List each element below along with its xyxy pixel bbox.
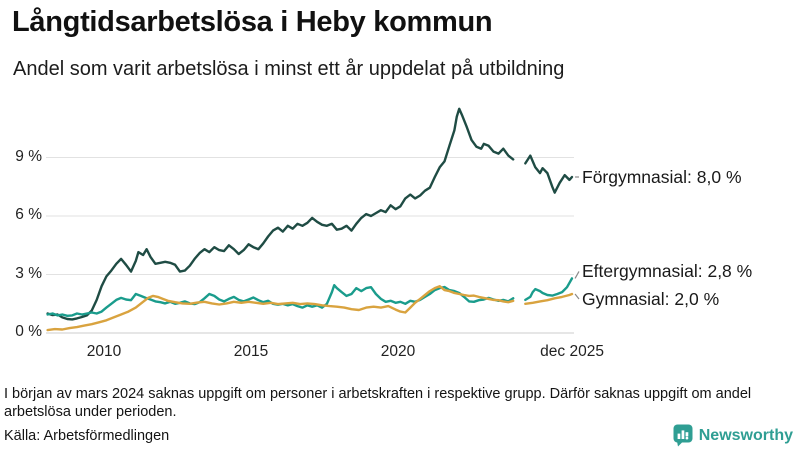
series-label-gymnasial: Gymnasial: 2,0 % (582, 289, 720, 309)
series-label-eftergymnasial: Eftergymnasial: 2,8 % (582, 261, 753, 282)
x-tick-label: 2015 (233, 343, 269, 360)
x-tick-label: 2010 (86, 343, 122, 360)
label-connector (574, 293, 580, 300)
x-tick-label: 2020 (380, 343, 416, 360)
x-tick-label: dec 2025 (540, 343, 604, 360)
y-tick-label: 6 % (15, 206, 42, 223)
label-connector (574, 271, 580, 279)
line-eftergymnasial (524, 277, 574, 302)
footnote: I början av mars 2024 saknas uppgift om … (4, 386, 752, 421)
newsworthy-icon (673, 424, 694, 447)
line-gymnasial (46, 285, 515, 332)
page-title: Långtidsarbetslösa i Heby kommun (12, 6, 493, 38)
line-gymnasial (524, 292, 574, 305)
line-forgymnasial (524, 154, 574, 194)
y-tick-label: 3 % (15, 264, 42, 282)
page-subtitle: Andel som varit arbetslösa i minst ett å… (13, 58, 565, 80)
line-forgymnasial (46, 107, 515, 321)
source-note: Källa: Arbetsförmedlingen (4, 428, 170, 444)
series-label-forgymnasial: Förgymnasial: 8,0 % (582, 167, 742, 187)
y-tick-label: 0 % (15, 323, 42, 340)
newsworthy-wordmark: Newsworthy (698, 426, 793, 444)
newsworthy-logo: Newsworthy (673, 424, 793, 447)
y-tick-label: 9 % (15, 147, 42, 165)
